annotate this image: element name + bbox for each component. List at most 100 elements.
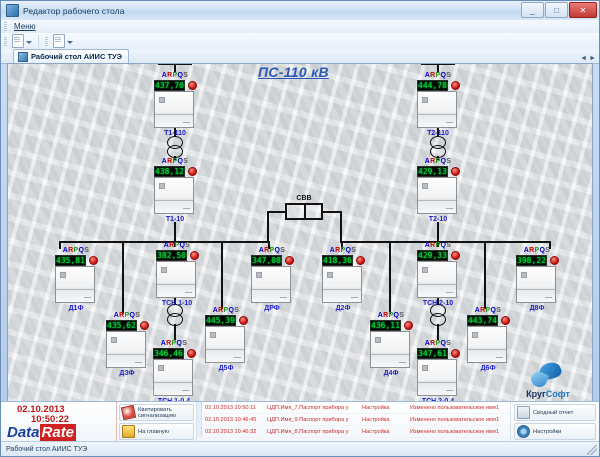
- meter-d8f[interactable]: ARPQS 398,22 Д8Ф: [516, 247, 559, 312]
- alarm-indicator-icon[interactable]: [403, 321, 413, 330]
- meter-body[interactable]: [417, 359, 457, 396]
- tab-scroll-left-icon[interactable]: ◄: [580, 55, 588, 62]
- meter-body[interactable]: [417, 261, 457, 298]
- meter-body[interactable]: [205, 326, 245, 363]
- meter-value-display[interactable]: 443,74: [467, 315, 498, 326]
- mute-alarm-label: Квитировать сигнализацию: [138, 407, 176, 419]
- meter-body[interactable]: [322, 266, 362, 303]
- svv-tie-breaker[interactable]: СВВ: [285, 195, 323, 220]
- meter-d4f[interactable]: ARPQS 436,11 Д4Ф: [370, 312, 413, 377]
- chevron-down-icon[interactable]: [67, 41, 73, 44]
- meter-letter-s: S: [399, 312, 405, 319]
- svv-box[interactable]: [285, 203, 323, 220]
- log-row[interactable]: 02.10.2013 10:46:32 ЦДП.Имя_8.Паспорт при…: [197, 426, 510, 438]
- menu-item-menu[interactable]: Меню: [14, 22, 36, 31]
- meter-value-display[interactable]: 436,11: [370, 320, 401, 331]
- alarm-indicator-icon[interactable]: [549, 256, 559, 265]
- alarm-indicator-icon[interactable]: [355, 256, 365, 265]
- alarm-indicator-icon[interactable]: [450, 349, 460, 358]
- app-icon: [6, 4, 19, 17]
- meter-body[interactable]: [106, 331, 146, 368]
- event-log-table[interactable]: 02.10.2013 10:50:11 ЦДП.Имя_7.Паспорт при…: [196, 402, 510, 442]
- meter-value-display[interactable]: 438,12: [154, 166, 185, 177]
- alarm-indicator-icon[interactable]: [450, 81, 460, 90]
- tab-rabochiy-stol[interactable]: Рабочий стол АИИС ТУЭ: [13, 49, 129, 63]
- meter-body[interactable]: [516, 266, 556, 303]
- open-document-button[interactable]: [53, 34, 76, 48]
- meter-body[interactable]: [153, 359, 193, 396]
- maximize-button[interactable]: □: [545, 2, 568, 18]
- alarm-indicator-icon[interactable]: [238, 316, 248, 325]
- chevron-down-icon[interactable]: [26, 41, 32, 44]
- minimize-button[interactable]: _: [521, 2, 544, 18]
- alarm-indicator-icon[interactable]: [500, 316, 510, 325]
- meter-body[interactable]: [251, 266, 291, 303]
- close-button[interactable]: ✕: [569, 2, 597, 18]
- alarm-indicator-icon[interactable]: [186, 349, 196, 358]
- meter-body[interactable]: [417, 177, 457, 214]
- alarm-indicator-icon[interactable]: [284, 256, 294, 265]
- resize-grip[interactable]: [587, 445, 597, 455]
- go-home-button[interactable]: На главную: [119, 423, 194, 440]
- meter-value-display[interactable]: 382,50: [156, 250, 187, 261]
- meter-value-display[interactable]: 445,39: [205, 315, 236, 326]
- summary-report-button[interactable]: Сводный отчет: [514, 404, 596, 421]
- meter-body[interactable]: [55, 266, 95, 303]
- meter-d1f[interactable]: ARPQS 435,81 Д1Ф: [55, 247, 98, 312]
- mute-alarm-button[interactable]: Квитировать сигнализацию: [119, 404, 194, 421]
- wire-drop-drf: [268, 241, 270, 249]
- alarm-off-icon: [120, 404, 137, 421]
- meter-dzf-a[interactable]: ARPQS 435,62 ДЗФ: [106, 312, 149, 377]
- meter-t2-10[interactable]: ARPQS 429,13 Т2-10: [417, 158, 460, 223]
- new-document-button[interactable]: [12, 34, 35, 48]
- log-row[interactable]: 02.10.2013 10:50:11 ЦДП.Имя_7.Паспорт при…: [197, 402, 510, 414]
- meter-d6f[interactable]: ARPQS 443,74 Д6Ф: [467, 307, 510, 372]
- meter-tsn1-10[interactable]: ARPQS 382,50 ТСН 1-10: [156, 242, 199, 307]
- mimic-diagram-canvas[interactable]: ПС-110 кВ СВВ: [7, 63, 593, 404]
- meter-drf[interactable]: ARPQS 347,08 ДРФ: [251, 247, 294, 312]
- meter-display-row: 435,81: [55, 255, 98, 266]
- meter-value-display[interactable]: 398,22: [516, 255, 547, 266]
- meter-t1-10[interactable]: ARPQS 438,12 Т1-10: [154, 158, 197, 223]
- alarm-indicator-icon[interactable]: [450, 167, 460, 176]
- meter-value-display[interactable]: 444,78: [417, 80, 448, 91]
- meter-value-display[interactable]: 429,13: [417, 166, 448, 177]
- meter-value-display[interactable]: 435,62: [106, 320, 137, 331]
- meter-letter-p: P: [171, 340, 177, 347]
- alarm-indicator-icon[interactable]: [450, 251, 460, 260]
- meter-body[interactable]: [156, 261, 196, 298]
- log-row[interactable]: 02.10.2013 10:46:45 ЦДП.Имя_9.Паспорт при…: [197, 414, 510, 426]
- meter-value-display[interactable]: 418,36: [322, 255, 353, 266]
- alarm-indicator-icon[interactable]: [139, 321, 149, 330]
- settings-button[interactable]: Настройки: [514, 423, 596, 440]
- meter-value-display[interactable]: 346,46: [153, 348, 184, 359]
- tab-scroll-right-icon[interactable]: ►: [589, 55, 596, 62]
- toolbar-drag-handle-2[interactable]: [45, 36, 48, 46]
- meter-t2-110[interactable]: ARPQS 444,78 Т2-110: [417, 72, 460, 137]
- meter-body[interactable]: [370, 331, 410, 368]
- meter-terminal-cover: [446, 122, 453, 123]
- menu-drag-handle[interactable]: [4, 22, 7, 31]
- meter-t1-110[interactable]: ARPQS 437,70 Т1-110: [154, 72, 197, 137]
- alarm-indicator-icon[interactable]: [187, 167, 197, 176]
- meter-value-display[interactable]: 429,33: [417, 250, 448, 261]
- meter-body[interactable]: [154, 177, 194, 214]
- meter-value-display[interactable]: 435,81: [55, 255, 86, 266]
- meter-tsn2-10[interactable]: ARPQS 429,33 ТСН 2-10: [417, 242, 460, 307]
- toolbar-drag-handle[interactable]: [4, 36, 7, 46]
- meter-body[interactable]: [154, 91, 194, 128]
- alarm-indicator-icon[interactable]: [189, 251, 199, 260]
- meter-d2f[interactable]: ARPQS 418,36 Д2Ф: [322, 247, 365, 312]
- meter-terminal-cover: [183, 208, 190, 209]
- meter-letter-q: Q: [440, 242, 447, 249]
- meter-value-display[interactable]: 347,08: [251, 255, 282, 266]
- alarm-indicator-icon[interactable]: [187, 81, 197, 90]
- meter-value-display[interactable]: 437,70: [154, 80, 185, 91]
- meter-d5f[interactable]: ARPQS 445,39 Д5Ф: [205, 307, 248, 372]
- alarm-indicator-icon[interactable]: [88, 256, 98, 265]
- meter-body[interactable]: [417, 91, 457, 128]
- meter-value-display[interactable]: 347,61: [417, 348, 448, 359]
- meter-body[interactable]: [467, 326, 507, 363]
